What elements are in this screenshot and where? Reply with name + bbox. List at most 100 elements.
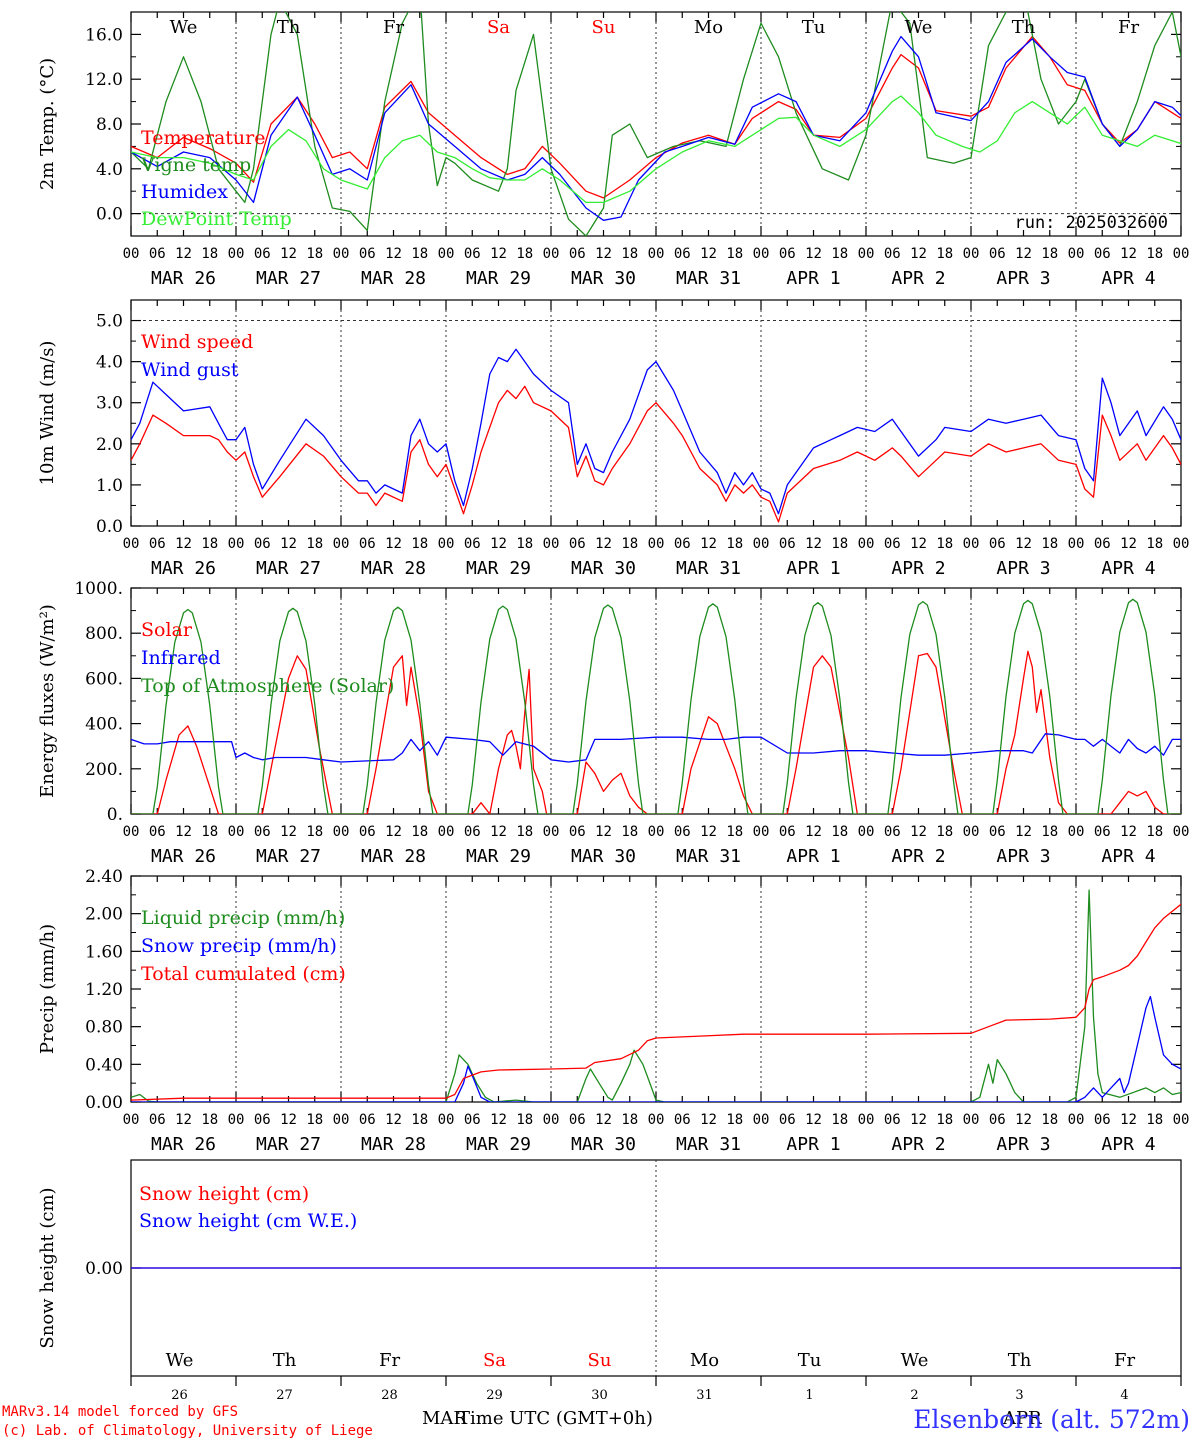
series-group bbox=[131, 889, 1181, 1102]
hour-tick-label: 00 bbox=[1068, 1112, 1085, 1128]
hour-tick-label: 06 bbox=[989, 824, 1006, 840]
hour-tick-label: 00 bbox=[858, 1112, 875, 1128]
hour-tick-label: 18 bbox=[831, 246, 848, 262]
hour-tick-label: 18 bbox=[411, 1112, 428, 1128]
series-group bbox=[131, 598, 1181, 814]
hour-tick-label: 00 bbox=[543, 246, 560, 262]
hour-tick-label: 12 bbox=[700, 246, 717, 262]
date-label: MAR 27 bbox=[256, 1134, 321, 1155]
hour-tick-label: 00 bbox=[333, 824, 350, 840]
hour-tick-label: 06 bbox=[779, 536, 796, 552]
legend-entry: Temperature bbox=[141, 127, 265, 149]
date-label: MAR 31 bbox=[676, 558, 741, 579]
hour-tick-label: 06 bbox=[464, 536, 481, 552]
hour-tick-label: 12 bbox=[805, 246, 822, 262]
hour-tick-label: 00 bbox=[1068, 824, 1085, 840]
hour-tick-label: 00 bbox=[228, 536, 245, 552]
hour-tick-label: 00 bbox=[648, 824, 665, 840]
date-label: APR 1 bbox=[786, 268, 840, 289]
y-tick-label: 1.60 bbox=[85, 942, 123, 962]
model-credit: MARv3.14 model forced by GFS bbox=[2, 1404, 238, 1420]
y-tick-label: 0.0 bbox=[96, 517, 123, 537]
legend-entry: Wind gust bbox=[141, 359, 239, 381]
date-label: APR 3 bbox=[996, 1134, 1050, 1155]
y-tick-label: 8.0 bbox=[96, 115, 123, 135]
date-label: APR 3 bbox=[996, 268, 1050, 289]
hour-tick-label: 12 bbox=[490, 1112, 507, 1128]
hour-tick-label: 00 bbox=[753, 824, 770, 840]
y-tick-label: 2.00 bbox=[85, 905, 123, 925]
date-label: MAR 26 bbox=[151, 1134, 216, 1155]
y-tick-label: 4.0 bbox=[96, 160, 123, 180]
y-tick-label: 2.0 bbox=[96, 435, 123, 455]
series-line bbox=[131, 650, 1181, 814]
hour-tick-label: 06 bbox=[149, 1112, 166, 1128]
day-name-top: Tu bbox=[802, 17, 826, 38]
day-number: 29 bbox=[486, 1388, 503, 1403]
hour-tick-label: 12 bbox=[385, 536, 402, 552]
x-axis-label: Time UTC (GMT+0h) bbox=[458, 1408, 653, 1429]
day-name-bottom: We bbox=[166, 1350, 194, 1371]
hour-tick-label: 18 bbox=[831, 1112, 848, 1128]
hour-tick-label: 06 bbox=[1094, 824, 1111, 840]
hour-tick-label: 12 bbox=[280, 246, 297, 262]
y-tick-label: 4.0 bbox=[96, 353, 123, 373]
day-name-bottom: Fr bbox=[1114, 1350, 1135, 1371]
legend-entry: Snow precip (mm/h) bbox=[141, 935, 337, 957]
hour-tick-label: 00 bbox=[333, 536, 350, 552]
date-label: MAR 30 bbox=[571, 558, 636, 579]
hour-tick-label: 12 bbox=[1120, 1112, 1137, 1128]
hour-tick-label: 18 bbox=[201, 1112, 218, 1128]
date-label: APR 3 bbox=[996, 558, 1050, 579]
hour-tick-label: 18 bbox=[306, 1112, 323, 1128]
date-label: APR 4 bbox=[1101, 846, 1155, 867]
hour-tick-label: 12 bbox=[910, 536, 927, 552]
hour-tick-label: 12 bbox=[1015, 246, 1032, 262]
y-axis-label: Precip (mm/h) bbox=[37, 924, 58, 1054]
legend-entry: Humidex bbox=[141, 181, 228, 203]
date-label: MAR 26 bbox=[151, 558, 216, 579]
hour-tick-label: 00 bbox=[858, 824, 875, 840]
hour-tick-label: 18 bbox=[516, 1112, 533, 1128]
day-name-top: Mo bbox=[694, 17, 723, 38]
series-group bbox=[131, 348, 1181, 523]
hour-tick-label: 18 bbox=[621, 824, 638, 840]
hour-tick-label: 18 bbox=[936, 1112, 953, 1128]
y-tick-label: 3.0 bbox=[96, 394, 123, 414]
y-tick-label: 0. bbox=[107, 805, 123, 825]
y-tick-label: 0.80 bbox=[85, 1018, 123, 1038]
hour-tick-label: 12 bbox=[595, 824, 612, 840]
hour-tick-label: 06 bbox=[359, 536, 376, 552]
date-label: APR 2 bbox=[891, 268, 945, 289]
hour-tick-label: 06 bbox=[569, 246, 586, 262]
y-tick-label: 1.0 bbox=[96, 476, 123, 496]
y-tick-label: 0.00 bbox=[85, 1259, 123, 1279]
month-label-left: MAR bbox=[422, 1408, 467, 1429]
day-number: 4 bbox=[1120, 1388, 1128, 1403]
hour-tick-label: 12 bbox=[1015, 824, 1032, 840]
hour-tick-label: 18 bbox=[831, 824, 848, 840]
hour-tick-label: 18 bbox=[306, 536, 323, 552]
day-name-bottom: Th bbox=[1008, 1350, 1032, 1371]
day-number: 26 bbox=[171, 1388, 188, 1403]
hour-tick-label: 00 bbox=[228, 1112, 245, 1128]
day-name-top: We bbox=[905, 17, 933, 38]
series-line bbox=[131, 598, 1181, 814]
hour-tick-label: 00 bbox=[1173, 536, 1190, 552]
hour-tick-label: 00 bbox=[333, 246, 350, 262]
hour-tick-label: 06 bbox=[359, 824, 376, 840]
hour-tick-label: 18 bbox=[936, 824, 953, 840]
y-axis-label: Energy fluxes (W/m²) bbox=[37, 604, 58, 798]
hour-tick-label: 00 bbox=[753, 246, 770, 262]
hour-tick-label: 06 bbox=[884, 824, 901, 840]
date-label: MAR 30 bbox=[571, 846, 636, 867]
hour-tick-label: 18 bbox=[621, 536, 638, 552]
hour-tick-label: 18 bbox=[411, 824, 428, 840]
hour-tick-label: 12 bbox=[1015, 536, 1032, 552]
run-label: run: 2025032600 bbox=[1014, 213, 1168, 233]
hour-tick-label: 06 bbox=[989, 246, 1006, 262]
legend-entry: Top of Atmosphere (Solar) bbox=[141, 675, 394, 697]
hour-tick-label: 06 bbox=[674, 1112, 691, 1128]
hour-tick-label: 12 bbox=[700, 1112, 717, 1128]
hour-tick-label: 06 bbox=[1094, 246, 1111, 262]
